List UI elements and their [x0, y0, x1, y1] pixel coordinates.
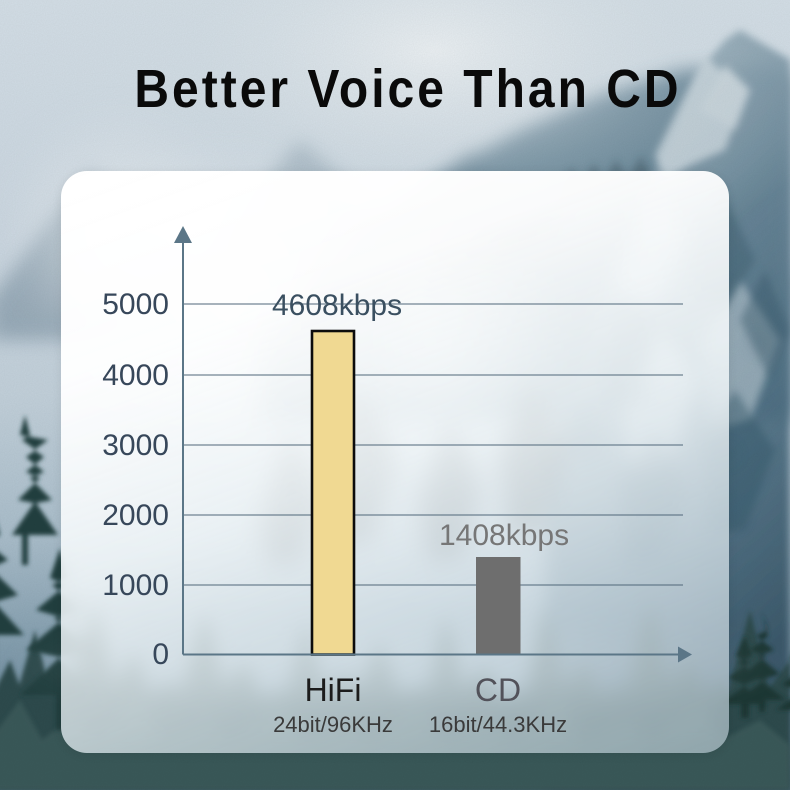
- svg-text:CD: CD: [475, 672, 521, 708]
- svg-text:1408kbps: 1408kbps: [439, 519, 569, 552]
- svg-text:24bit/96KHz: 24bit/96KHz: [273, 712, 393, 737]
- svg-text:16bit/44.3KHz: 16bit/44.3KHz: [429, 712, 567, 737]
- svg-text:HiFi: HiFi: [305, 672, 362, 708]
- svg-text:1000: 1000: [102, 569, 169, 602]
- svg-text:2000: 2000: [102, 499, 169, 532]
- svg-text:5000: 5000: [102, 288, 169, 321]
- svg-text:3000: 3000: [102, 429, 169, 462]
- svg-text:4608kbps: 4608kbps: [272, 289, 402, 322]
- svg-text:4000: 4000: [102, 359, 169, 392]
- svg-text:0: 0: [152, 638, 169, 671]
